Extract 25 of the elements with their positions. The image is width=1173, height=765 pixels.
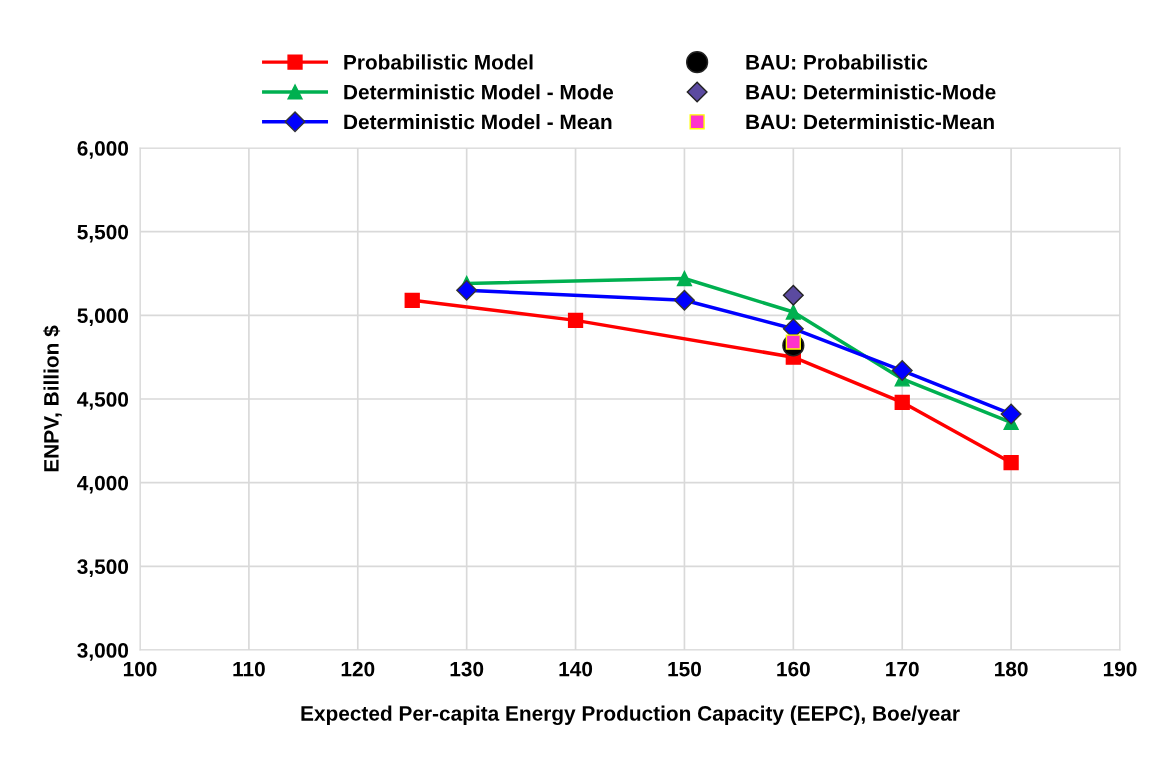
x-tick-label: 190 xyxy=(1103,661,1137,677)
y-tick-label: 3,500 xyxy=(77,559,129,578)
y-tick-label: 6,000 xyxy=(77,141,129,159)
x-tick-label: 140 xyxy=(559,661,593,677)
x-tick-label: 150 xyxy=(668,661,701,677)
legend-label: BAU: Probabilistic xyxy=(746,54,928,70)
x-tick-label: 170 xyxy=(886,661,919,677)
x-axis-title: Expected Per-capita Energy Production Capacity (EEPC), Boe/year xyxy=(301,705,960,726)
y-tick-label: 4,500 xyxy=(77,392,129,410)
legend-label: Probabilistic Model xyxy=(344,54,533,70)
legend-label: Deterministic Model - Mean xyxy=(344,114,612,130)
y-tick-label: 3,000 xyxy=(77,643,129,661)
x-tick-label: 110 xyxy=(233,661,265,677)
x-tick-label: 100 xyxy=(123,661,157,677)
y-tick-label: 4,000 xyxy=(77,475,129,494)
x-tick-label: 120 xyxy=(341,661,375,677)
y-axis-title: ENPV, Billion $ xyxy=(43,325,62,472)
x-tick-label: 180 xyxy=(995,661,1028,677)
legend-label: Deterministic Model - Mode xyxy=(344,84,614,100)
x-tick-label: 130 xyxy=(450,661,484,677)
y-tick-label: 5,000 xyxy=(77,308,129,327)
legend-label: BAU: Deterministic-Mode xyxy=(746,84,996,100)
x-tick-label: 160 xyxy=(777,661,810,677)
y-tick-label: 5,500 xyxy=(77,224,129,243)
legend-label: BAU: Deterministic-Mean xyxy=(746,114,994,130)
